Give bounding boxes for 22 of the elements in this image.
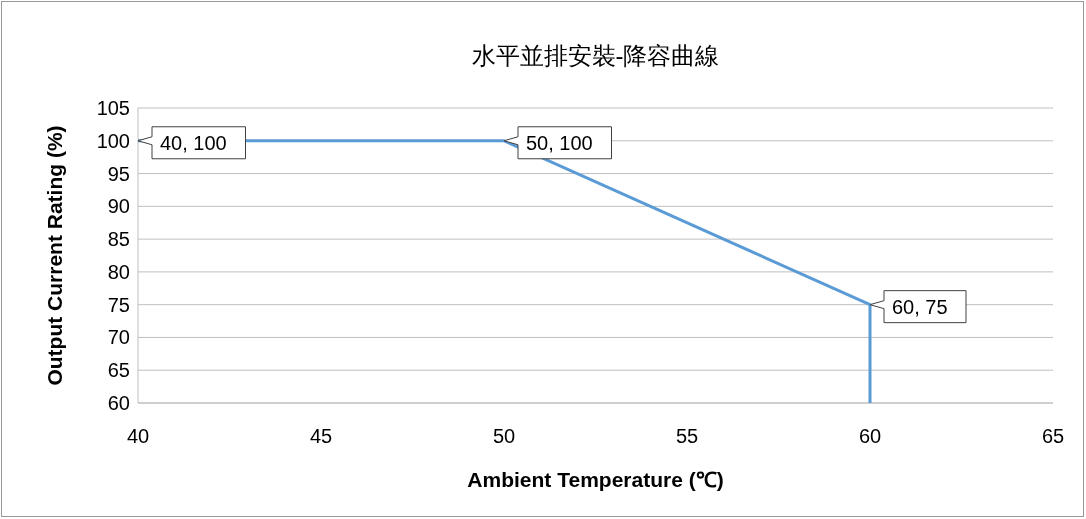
data-label: 50, 100 xyxy=(526,131,593,154)
data-label: 60, 75 xyxy=(892,295,948,318)
y-tick-label: 60 xyxy=(107,392,130,414)
y-tick-label: 75 xyxy=(107,293,130,316)
x-tick-label: 50 xyxy=(492,425,516,447)
chart-title: 水平並排安裝-降容曲線 xyxy=(471,42,720,69)
y-tick-label: 85 xyxy=(107,228,130,251)
data-label: 40, 100 xyxy=(160,131,227,154)
y-tick-label: 100 xyxy=(96,129,130,152)
x-tick-label: 40 xyxy=(126,425,150,447)
x-tick-label: 60 xyxy=(858,425,882,447)
y-axis-title: Output Current Rating (%) xyxy=(43,125,66,386)
y-tick-label: 65 xyxy=(107,359,130,382)
y-tick-label: 80 xyxy=(107,260,130,283)
x-tick-label: 55 xyxy=(675,425,699,447)
x-axis-title: Ambient Temperature (℃) xyxy=(467,468,724,491)
x-tick-label: 65 xyxy=(1041,425,1065,447)
y-tick-label: 105 xyxy=(96,97,130,119)
y-tick-label: 90 xyxy=(107,195,130,218)
y-tick-label: 70 xyxy=(107,326,130,349)
y-tick-label: 95 xyxy=(107,162,130,185)
x-tick-label: 45 xyxy=(309,425,333,447)
